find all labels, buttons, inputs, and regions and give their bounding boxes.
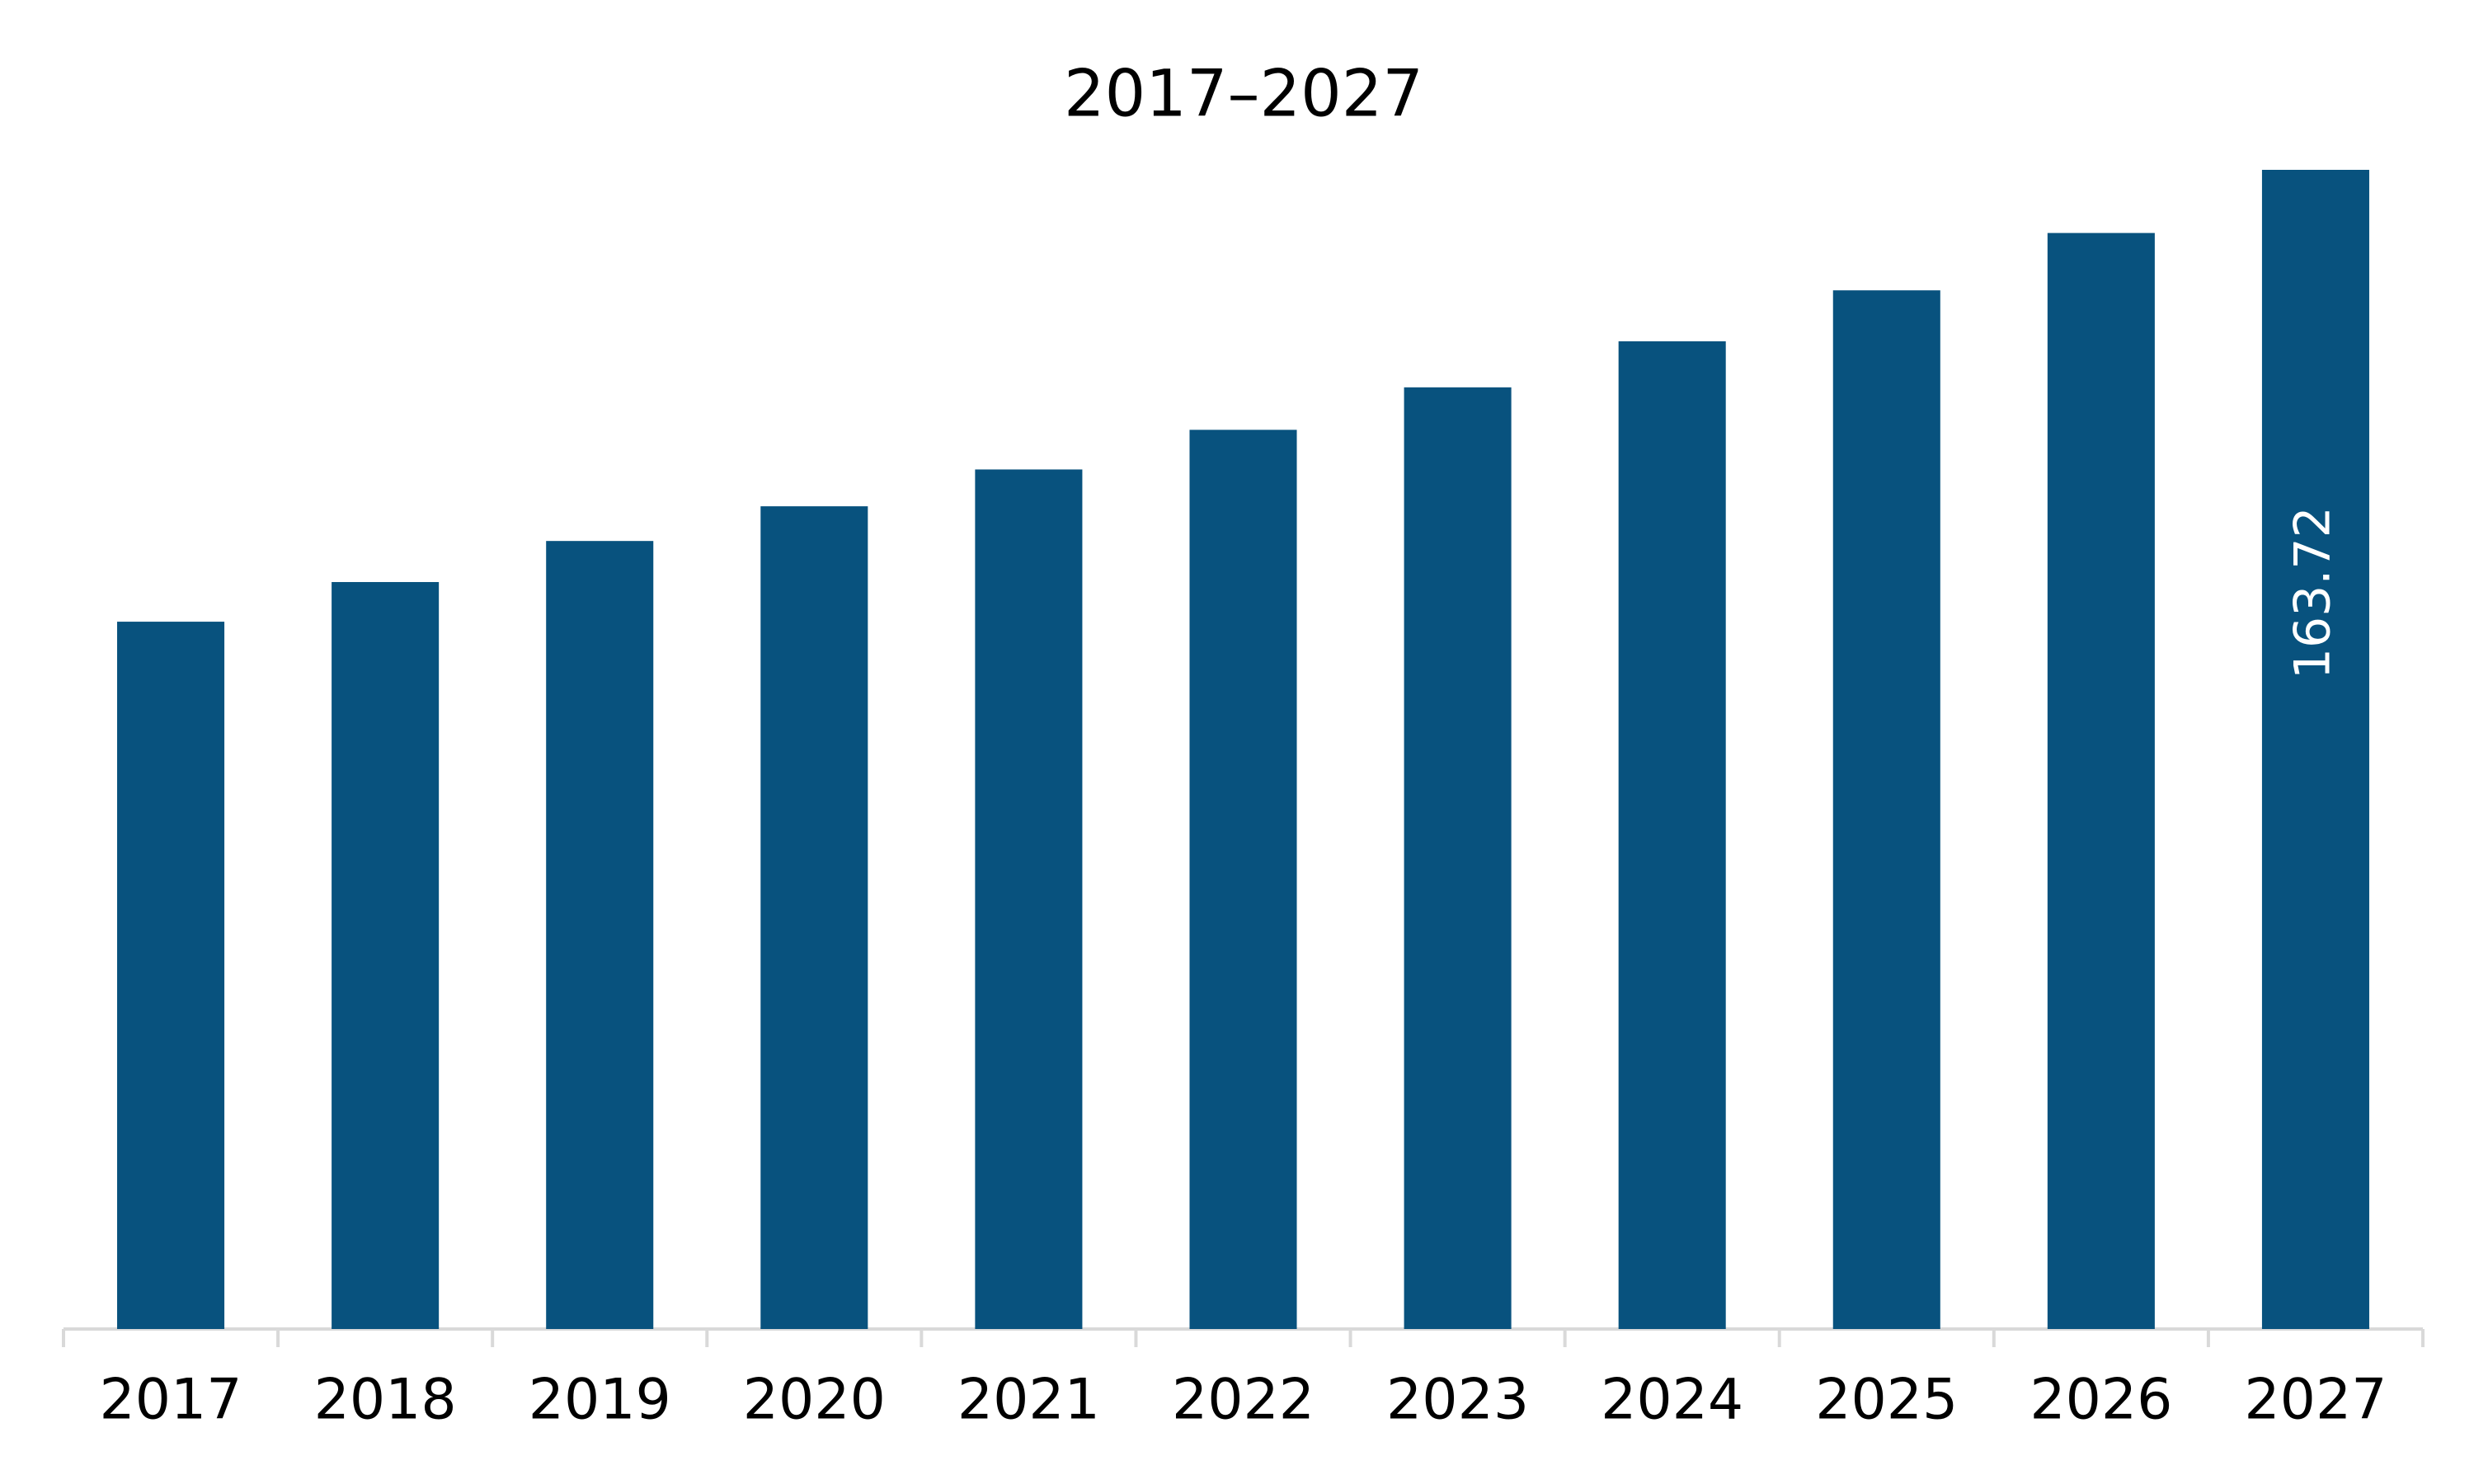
- x-tick-label: 2023: [1386, 1368, 1529, 1433]
- x-tick-label: 2026: [2030, 1368, 2172, 1433]
- bar: [1618, 340, 1726, 1329]
- value-label: 163.72: [2284, 506, 2342, 679]
- x-tick-label: 2025: [1815, 1368, 1958, 1433]
- x-tick-label: 2017: [100, 1368, 242, 1433]
- bar: [2047, 232, 2155, 1329]
- bar: [332, 581, 440, 1329]
- bar: [546, 541, 654, 1329]
- chart-title: 2017–2027: [1064, 57, 1423, 131]
- x-tick-label: 2024: [1601, 1368, 1743, 1433]
- bar: [2261, 170, 2369, 1329]
- bar: [760, 506, 868, 1329]
- bar: [1404, 387, 1512, 1329]
- x-tick-label: 2019: [529, 1368, 671, 1433]
- bar: [117, 622, 225, 1329]
- x-tick-label: 2018: [314, 1368, 457, 1433]
- bar: [1189, 430, 1297, 1329]
- x-tick-label: 2022: [1172, 1368, 1315, 1433]
- bar: [1832, 290, 1940, 1329]
- x-tick-label: 2021: [957, 1368, 1100, 1433]
- x-tick-label: 2020: [743, 1368, 886, 1433]
- x-tick-label: 2027: [2244, 1368, 2387, 1433]
- bar: [975, 469, 1083, 1330]
